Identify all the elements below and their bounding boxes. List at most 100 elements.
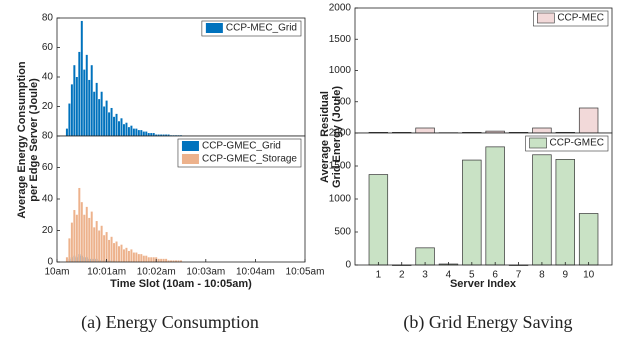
bar — [73, 210, 76, 262]
y-tick-label: 20 — [42, 225, 54, 236]
bar — [140, 130, 143, 136]
bar — [167, 260, 170, 262]
bar — [85, 54, 88, 136]
y-tick-label: 1000 — [329, 194, 352, 205]
bar — [83, 214, 86, 262]
bar — [172, 260, 175, 262]
bar — [135, 252, 138, 262]
x-tick-label: 5 — [469, 270, 475, 281]
bar — [122, 249, 125, 262]
bar — [415, 127, 435, 134]
bar — [127, 250, 130, 262]
bar — [120, 244, 123, 262]
y-tick-label: 20 — [42, 101, 54, 112]
x-tick-label: 8 — [539, 270, 545, 281]
bar — [157, 258, 160, 262]
bar — [78, 187, 81, 262]
x-tick-label: 10:04am — [236, 267, 275, 278]
bar — [142, 131, 145, 136]
plot-area — [355, 8, 612, 133]
legend-swatch — [205, 23, 223, 33]
bar — [165, 134, 168, 136]
bar — [147, 133, 150, 136]
bar — [68, 238, 71, 262]
bar — [130, 125, 133, 136]
bar — [80, 20, 83, 137]
bar — [113, 116, 116, 136]
bar — [115, 113, 118, 136]
bar — [75, 214, 78, 262]
bar — [145, 255, 148, 262]
bar — [485, 146, 505, 266]
bar — [152, 133, 155, 136]
x-tick-label: 1 — [376, 270, 382, 281]
bar — [103, 106, 106, 136]
legend-label: CCP-GMEC_Grid — [202, 141, 281, 152]
bar — [137, 254, 140, 262]
x-tick-label: 4 — [446, 270, 452, 281]
x-tick-label: 6 — [492, 270, 498, 281]
bar — [177, 260, 180, 262]
bar — [98, 99, 101, 136]
bar — [578, 107, 599, 134]
legend-swatch — [529, 137, 547, 149]
legend-label: CCP-GMEC_Storage — [202, 154, 297, 165]
bar — [95, 82, 98, 136]
x-tick-label: 10:03am — [186, 267, 225, 278]
bar — [93, 227, 96, 262]
bar — [70, 222, 73, 262]
bar — [180, 260, 182, 262]
bar — [135, 128, 138, 136]
bar — [155, 134, 158, 136]
bar — [368, 174, 389, 266]
y-tick-label: 80 — [42, 13, 54, 24]
bar — [122, 124, 125, 136]
legend: CCP-GMEC_Grid CCP-GMEC_Storage — [177, 138, 302, 168]
y-tick-label: 2000 — [329, 128, 352, 139]
bar — [118, 121, 120, 136]
bar — [150, 257, 153, 262]
bar — [127, 127, 130, 136]
caption: (b) Grid Energy Saving — [403, 312, 572, 333]
y-axis-label: per Edge Server (Joule) — [28, 78, 40, 202]
x-tick-label: 10 — [583, 270, 595, 281]
x-tick-label: 10:01am — [87, 267, 126, 278]
y-tick-label: 1000 — [329, 65, 352, 76]
x-axis-label: Time Slot (10am - 10:05am) — [110, 278, 252, 290]
bar — [90, 65, 93, 136]
bar — [100, 91, 103, 136]
y-tick-label: 60 — [42, 162, 54, 173]
bar — [95, 221, 98, 262]
bar — [142, 255, 145, 262]
bar — [65, 257, 68, 262]
bar — [157, 134, 160, 136]
bar — [93, 91, 96, 136]
y-axis-label: Average Energy Consumption — [16, 61, 28, 219]
bar — [165, 258, 168, 262]
legend-label: CCP-GMEC — [550, 138, 604, 149]
bar — [108, 239, 111, 262]
bar — [100, 225, 103, 262]
bar — [103, 235, 106, 262]
y-tick-label: 2000 — [329, 3, 352, 14]
bar — [110, 236, 113, 262]
bar — [85, 206, 88, 262]
bar — [105, 232, 108, 262]
x-tick-label: 9 — [562, 270, 568, 281]
bar — [118, 246, 120, 262]
legend-label: CCP-MEC — [557, 13, 604, 24]
legend-swatch — [181, 141, 199, 151]
x-tick-label: 3 — [422, 270, 428, 281]
y-axis-label: Grid Energy (Joule) — [331, 86, 343, 188]
legend: CCP-GMEC — [525, 135, 609, 152]
y-tick-label: 80 — [42, 131, 54, 142]
bar — [113, 243, 116, 262]
y-tick-label: 500 — [334, 227, 351, 238]
bar — [80, 202, 83, 262]
bar — [78, 51, 81, 136]
bar — [120, 118, 123, 136]
bar — [150, 133, 153, 136]
x-axis-label: Server Index — [450, 278, 517, 290]
bar — [162, 258, 165, 262]
